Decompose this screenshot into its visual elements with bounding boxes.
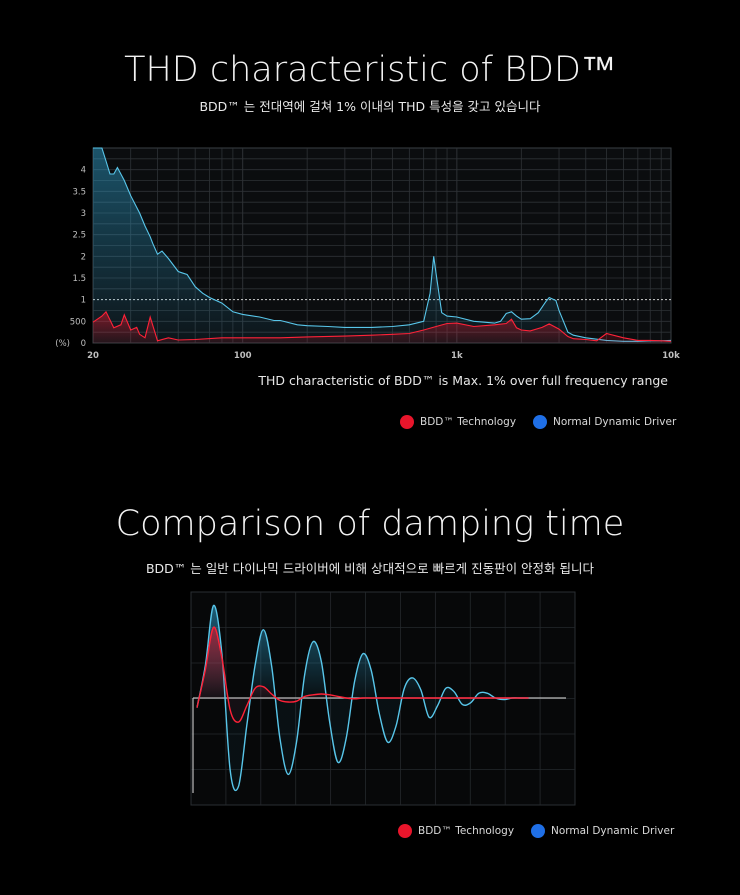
- thd-chart: (%) 0 500 1 1.5 2 2.5 3 3.5 4 20 100 1k 10k: [55, 147, 680, 361]
- damping-legend-bdd-label: BDD™ Technology: [418, 825, 515, 837]
- thd-y-tick: 3: [81, 209, 86, 219]
- damping-bdd-series-area: [197, 627, 529, 723]
- thd-x-tick: 1k: [451, 351, 463, 361]
- damping-legend-normal: Normal Dynamic Driver: [531, 824, 674, 838]
- thd-legend-bdd: BDD™ Technology: [400, 415, 516, 429]
- thd-normal-series-line: [93, 147, 672, 342]
- bdd-legend-dot: [400, 415, 414, 429]
- thd-y-tick: (%): [55, 339, 70, 349]
- thd-x-tick: 100: [234, 351, 252, 361]
- damping-legend-normal-label: Normal Dynamic Driver: [551, 825, 675, 837]
- thd-y-tick: 1.5: [72, 274, 86, 284]
- damping-bdd-series-line: [196, 626, 529, 723]
- thd-y-tick: 2: [81, 252, 86, 262]
- thd-x-tick: 20: [87, 351, 99, 361]
- thd-y-tick: 3.5: [72, 187, 86, 197]
- thd-y-tick: 2.5: [72, 231, 86, 241]
- thd-y-tick: 1: [81, 296, 86, 306]
- damping-subtitle: BDD™ 는 일반 다이나믹 드라이버에 비해 상대적으로 빠르게 진동판이 안…: [145, 561, 595, 576]
- bdd-legend-dot: [398, 824, 412, 838]
- thd-bdd-series-line: [92, 310, 672, 342]
- thd-subtitle: BDD™ 는 전대역에 걸쳐 1% 이내의 THD 특성을 갖고 있습니다: [199, 99, 541, 114]
- thd-legend-normal-label: Normal Dynamic Driver: [553, 416, 677, 428]
- thd-caption: THD characteristic of BDD™ is Max. 1% ov…: [258, 373, 668, 388]
- thd-y-tick: 500: [70, 317, 86, 327]
- normal-legend-dot: [531, 824, 545, 838]
- thd-legend-bdd-label: BDD™ Technology: [420, 416, 517, 428]
- thd-x-tick: 10k: [662, 351, 680, 361]
- thd-legend-normal: Normal Dynamic Driver: [533, 415, 676, 429]
- damping-legend-bdd: BDD™ Technology: [398, 824, 514, 838]
- thd-y-tick: 0: [81, 339, 86, 349]
- damping-chart: [190, 591, 576, 806]
- thd-title: THD characteristic of BDD™: [124, 50, 616, 90]
- damping-title: Comparison of damping time: [115, 504, 625, 544]
- thd-y-tick: 4: [81, 166, 86, 176]
- thd-bdd-series-area: [93, 311, 671, 343]
- normal-legend-dot: [533, 415, 547, 429]
